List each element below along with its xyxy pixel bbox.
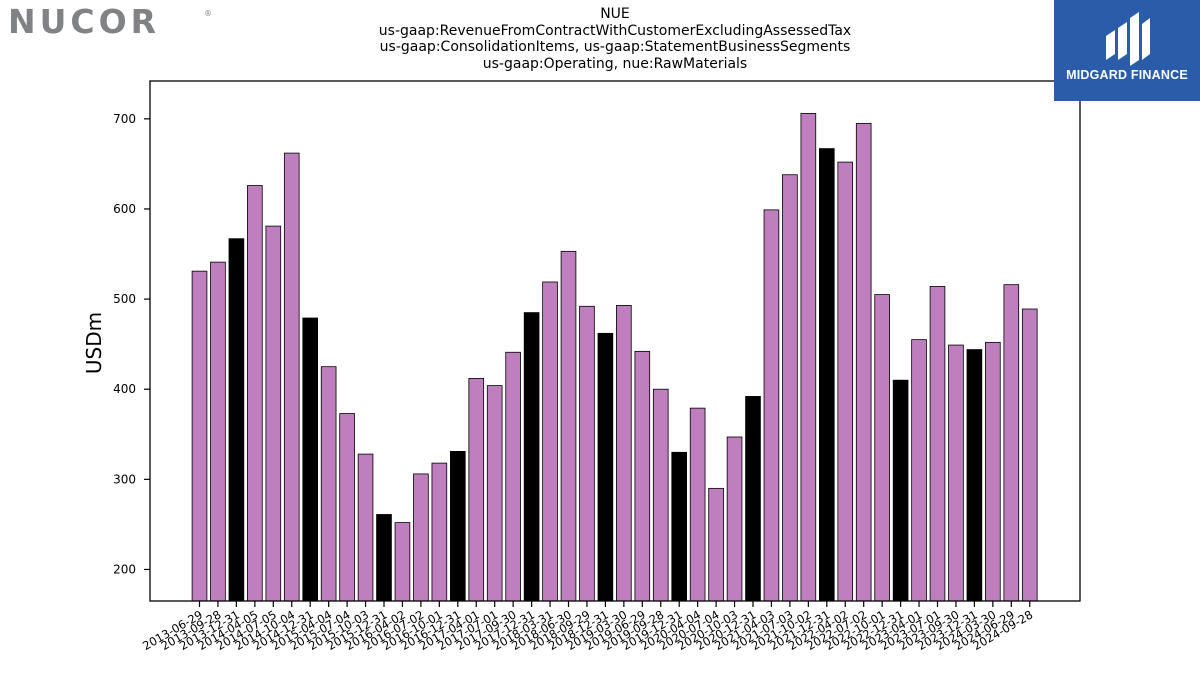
chart-title-line: us-gaap:RevenueFromContractWithCustomerE… bbox=[378, 22, 852, 39]
y-tick-label: 700 bbox=[113, 112, 136, 126]
bar-2018-03-31 bbox=[542, 281, 558, 602]
bar-2020-10-03 bbox=[726, 436, 743, 602]
bar-2021-12-31 bbox=[819, 148, 835, 602]
bar-2018-06-30 bbox=[560, 250, 577, 602]
bar-2023-04-01 bbox=[911, 339, 927, 602]
bar-2024-09-28 bbox=[1021, 308, 1038, 602]
midgard-finance-logo-icon bbox=[1106, 12, 1150, 66]
bar-2020-07-04 bbox=[708, 487, 724, 602]
midgard-finance-name: MIDGARD FINANCE bbox=[1066, 68, 1188, 82]
bar-2019-12-31 bbox=[671, 451, 687, 602]
bar-2023-12-31 bbox=[966, 349, 983, 602]
chart-title-line: NUE bbox=[600, 6, 630, 22]
bar-2021-07-03 bbox=[782, 174, 798, 602]
bar-2014-10-04 bbox=[283, 152, 300, 602]
registered-mark: ® bbox=[204, 9, 212, 18]
x-axis: 2013-06-292013-09-282013-12-312014-04-05… bbox=[140, 601, 1035, 653]
y-tick-label: 500 bbox=[113, 292, 136, 306]
y-tick-label: 400 bbox=[113, 382, 136, 396]
bar-2023-09-30 bbox=[948, 344, 964, 602]
bar-2021-10-02 bbox=[800, 113, 817, 602]
y-tick-label: 300 bbox=[113, 472, 136, 486]
bar-2020-04-04 bbox=[689, 407, 706, 602]
bar-2022-12-31 bbox=[892, 379, 909, 602]
nucor-logo-text: NUCOR bbox=[8, 4, 160, 36]
bar-2017-04-01 bbox=[468, 377, 485, 602]
bar-2017-12-31 bbox=[523, 312, 540, 602]
bar-2013-12-31 bbox=[228, 238, 245, 602]
bar-2014-07-05 bbox=[265, 225, 282, 602]
bar-2017-07-01 bbox=[486, 385, 503, 602]
bar-2016-10-01 bbox=[431, 462, 448, 602]
midgard-finance-badge: MIDGARD FINANCE bbox=[1054, 0, 1200, 101]
bar-2013-06-29 bbox=[191, 270, 208, 602]
bar-2019-03-30 bbox=[616, 304, 632, 602]
bar-2024-06-29 bbox=[1003, 284, 1020, 602]
nucor-logo: NUCOR ® bbox=[8, 4, 212, 36]
plot-frame bbox=[149, 80, 1081, 602]
y-tick-label: 600 bbox=[113, 202, 136, 216]
bar-2024-03-30 bbox=[985, 341, 1001, 602]
bar-2019-06-29 bbox=[634, 350, 651, 602]
bar-2020-12-31 bbox=[745, 396, 761, 602]
bar-2019-09-28 bbox=[652, 388, 669, 602]
chart-title-line: us-gaap:Operating, nue:RawMaterials bbox=[482, 55, 748, 72]
bar-2023-07-01 bbox=[929, 286, 946, 602]
bar-2017-09-30 bbox=[505, 351, 521, 602]
bar-2015-04-04 bbox=[320, 366, 337, 602]
bar-2014-12-31 bbox=[302, 317, 318, 602]
y-axis-label: USDm bbox=[82, 312, 106, 374]
chart-title: NUE us-gaap:RevenueFromContractWithCusto… bbox=[315, 6, 915, 72]
chart-title-line: us-gaap:ConsolidationItems, us-gaap:Stat… bbox=[379, 39, 851, 55]
bar-2016-07-02 bbox=[413, 473, 429, 602]
bar-2021-04-03 bbox=[763, 209, 780, 602]
bar-2022-04-02 bbox=[837, 161, 854, 602]
bar-2022-10-01 bbox=[874, 294, 890, 602]
bar-2022-07-02 bbox=[855, 122, 872, 602]
bar-2013-09-28 bbox=[210, 261, 226, 602]
bar-2015-07-04 bbox=[339, 413, 355, 602]
bar-2018-09-29 bbox=[579, 305, 595, 602]
bar-2016-04-02 bbox=[394, 522, 411, 602]
bar-2018-12-31 bbox=[597, 332, 614, 602]
bar-2015-10-03 bbox=[357, 453, 374, 602]
bar-2016-12-31 bbox=[449, 450, 466, 602]
bars-layer bbox=[191, 113, 1038, 602]
y-tick-label: 200 bbox=[113, 562, 136, 576]
bar-2015-12-31 bbox=[376, 514, 392, 602]
bar-2014-04-05 bbox=[247, 185, 263, 602]
y-axis: 200 300 400 500 600 700 bbox=[113, 112, 150, 576]
